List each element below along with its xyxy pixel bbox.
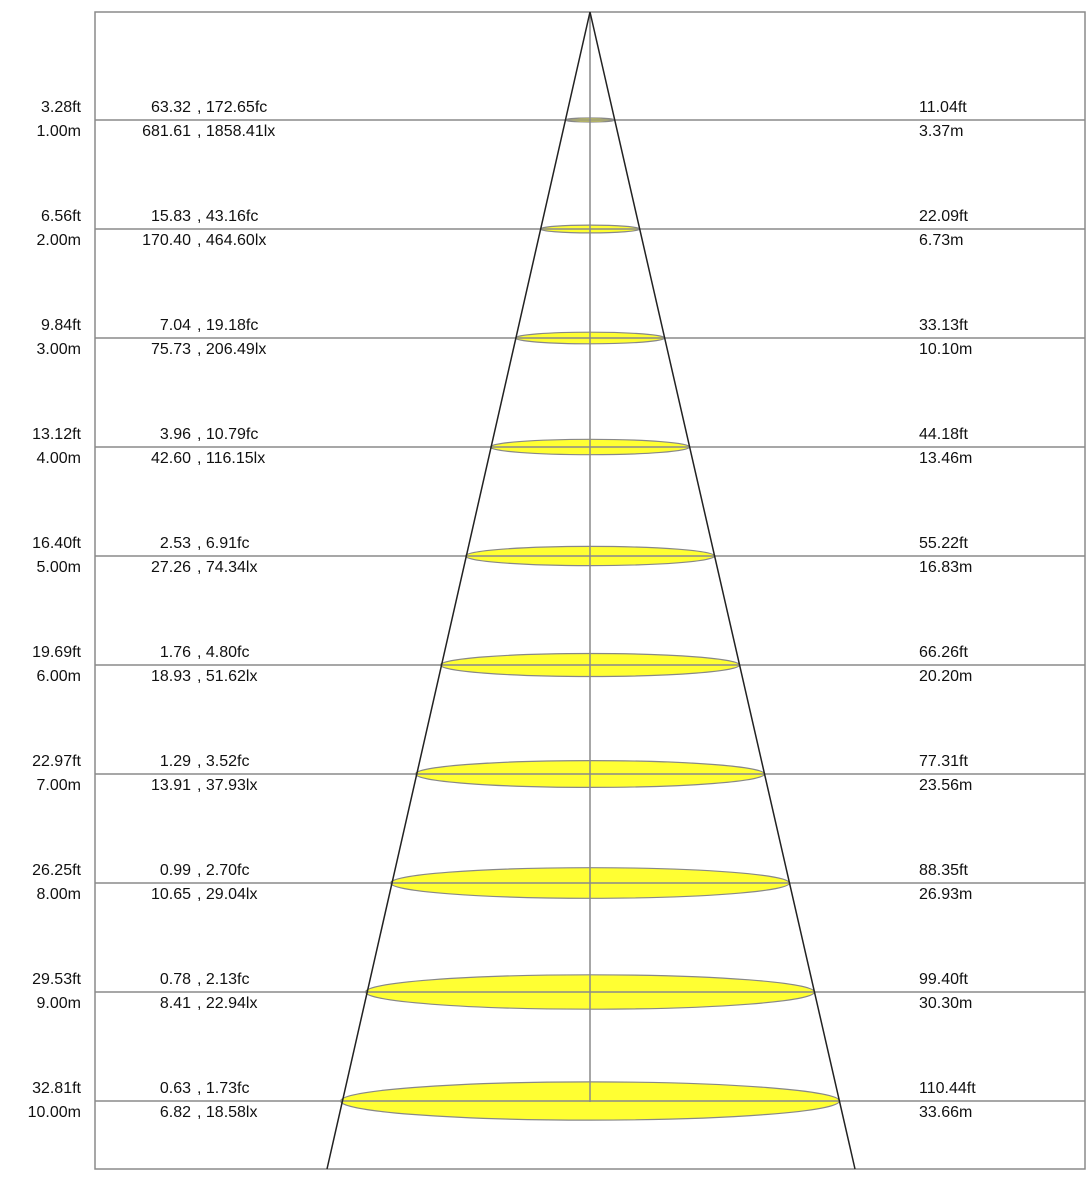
illuminance-fc-value: , 10.79fc	[197, 426, 259, 443]
intensity-lx-cd-value: 75.73	[150, 341, 191, 358]
illuminance-lx-value: , 29.04lx	[197, 886, 258, 903]
intensity-fc-cd-value: 7.04	[159, 317, 191, 334]
illuminance-lx-value: , 116.15lx	[197, 450, 266, 467]
distance-ft-label: 9.84ft	[40, 317, 81, 334]
distance-m-label: 2.00m	[36, 232, 81, 249]
diameter-ft-label: 110.44ft	[919, 1080, 976, 1097]
distance-m-label: 9.00m	[36, 995, 81, 1012]
distance-lines	[95, 119, 1085, 1102]
distance-m-label: 10.00m	[27, 1104, 81, 1121]
illuminance-fc-value: , 19.18fc	[197, 317, 259, 334]
illuminance-fc-value: , 4.80fc	[197, 644, 250, 661]
cone-edge-left	[326, 11, 591, 1170]
distance-ft-label: 26.25ft	[32, 862, 81, 879]
distance-m-label: 7.00m	[36, 777, 81, 794]
illuminance-fc-value: , 43.16fc	[197, 208, 259, 225]
diameter-ft-label: 11.04ft	[919, 99, 967, 116]
distance-m-label: 5.00m	[36, 559, 81, 576]
intensity-fc-cd-value: 0.78	[159, 971, 191, 988]
distance-ft-label: 19.69ft	[32, 644, 81, 661]
distance-m-label: 4.00m	[36, 450, 81, 467]
diameter-m-label: 30.30m	[919, 995, 973, 1012]
illuminance-fc-value: , 2.70fc	[197, 862, 250, 879]
distance-ft-label: 3.28ft	[40, 99, 81, 116]
diameter-ft-label: 66.26ft	[919, 644, 968, 661]
distance-m-label: 3.00m	[36, 341, 81, 358]
intensity-fc-cd-value: 3.96	[159, 426, 191, 443]
diameter-m-label: 26.93m	[919, 886, 973, 903]
diameter-m-label: 20.20m	[919, 668, 973, 685]
intensity-fc-cd-value: 1.76	[159, 644, 191, 661]
intensity-lx-cd-value: 42.60	[150, 450, 191, 467]
illuminance-lx-value: , 1858.41lx	[197, 123, 276, 140]
distance-ft-label: 29.53ft	[32, 971, 81, 988]
intensity-lx-cd-value: 8.41	[159, 995, 191, 1012]
illuminance-fc-value: , 1.73fc	[197, 1080, 250, 1097]
diameter-ft-label: 55.22ft	[919, 535, 968, 552]
diameter-ft-label: 88.35ft	[919, 862, 968, 879]
distance-m-label: 1.00m	[36, 123, 81, 140]
intensity-lx-cd-value: 170.40	[142, 232, 191, 249]
distance-ft-label: 22.97ft	[32, 753, 81, 770]
intensity-fc-cd-value: 0.99	[159, 862, 191, 879]
distance-ft-label: 16.40ft	[32, 535, 81, 552]
intensity-fc-cd-value: 0.63	[159, 1080, 191, 1097]
diameter-ft-label: 44.18ft	[919, 426, 968, 443]
illuminance-lx-value: , 22.94lx	[197, 995, 258, 1012]
illuminance-fc-value: , 2.13fc	[197, 971, 250, 988]
distance-m-label: 8.00m	[36, 886, 81, 903]
distance-ft-label: 13.12ft	[32, 426, 81, 443]
intensity-lx-cd-value: 18.93	[150, 668, 191, 685]
intensity-lx-cd-value: 10.65	[150, 886, 191, 903]
intensity-fc-cd-value: 15.83	[150, 208, 191, 225]
illuminance-fc-value: , 3.52fc	[197, 753, 250, 770]
diameter-m-label: 6.73m	[919, 232, 964, 249]
diameter-m-label: 23.56m	[919, 777, 973, 794]
diameter-m-label: 3.37m	[919, 123, 964, 140]
intensity-lx-cd-value: 13.91	[150, 777, 191, 794]
diameter-m-label: 13.46m	[919, 450, 973, 467]
diameter-m-label: 16.83m	[919, 559, 973, 576]
diameter-ft-label: 77.31ft	[919, 753, 968, 770]
intensity-lx-cd-value: 6.82	[159, 1104, 191, 1121]
illuminance-lx-value: , 51.62lx	[197, 668, 258, 685]
diameter-ft-label: 33.13ft	[919, 317, 968, 334]
illuminance-lx-value: , 74.34lx	[197, 559, 258, 576]
diameter-ft-label: 99.40ft	[919, 971, 968, 988]
cone-edge-right	[589, 11, 856, 1170]
diameter-m-label: 33.66m	[919, 1104, 973, 1121]
illuminance-fc-value: , 172.65fc	[197, 99, 268, 116]
diameter-m-label: 10.10m	[919, 341, 973, 358]
distance-m-label: 6.00m	[36, 668, 81, 685]
intensity-lx-cd-value: 681.61	[142, 123, 191, 140]
illuminance-fc-value: , 6.91fc	[197, 535, 250, 552]
illuminance-lx-value: , 206.49lx	[197, 341, 267, 358]
intensity-lx-cd-value: 27.26	[150, 559, 191, 576]
intensity-fc-cd-value: 1.29	[159, 753, 191, 770]
illuminance-lx-value: , 18.58lx	[197, 1104, 258, 1121]
intensity-fc-cd-value: 2.53	[159, 535, 191, 552]
intensity-fc-cd-value: 63.32	[150, 99, 191, 116]
diameter-ft-label: 22.09ft	[919, 208, 968, 225]
distance-ft-label: 32.81ft	[32, 1080, 81, 1097]
distance-ft-label: 6.56ft	[40, 208, 81, 225]
illuminance-lx-value: , 464.60lx	[197, 232, 267, 249]
illuminance-lx-value: , 37.93lx	[197, 777, 258, 794]
